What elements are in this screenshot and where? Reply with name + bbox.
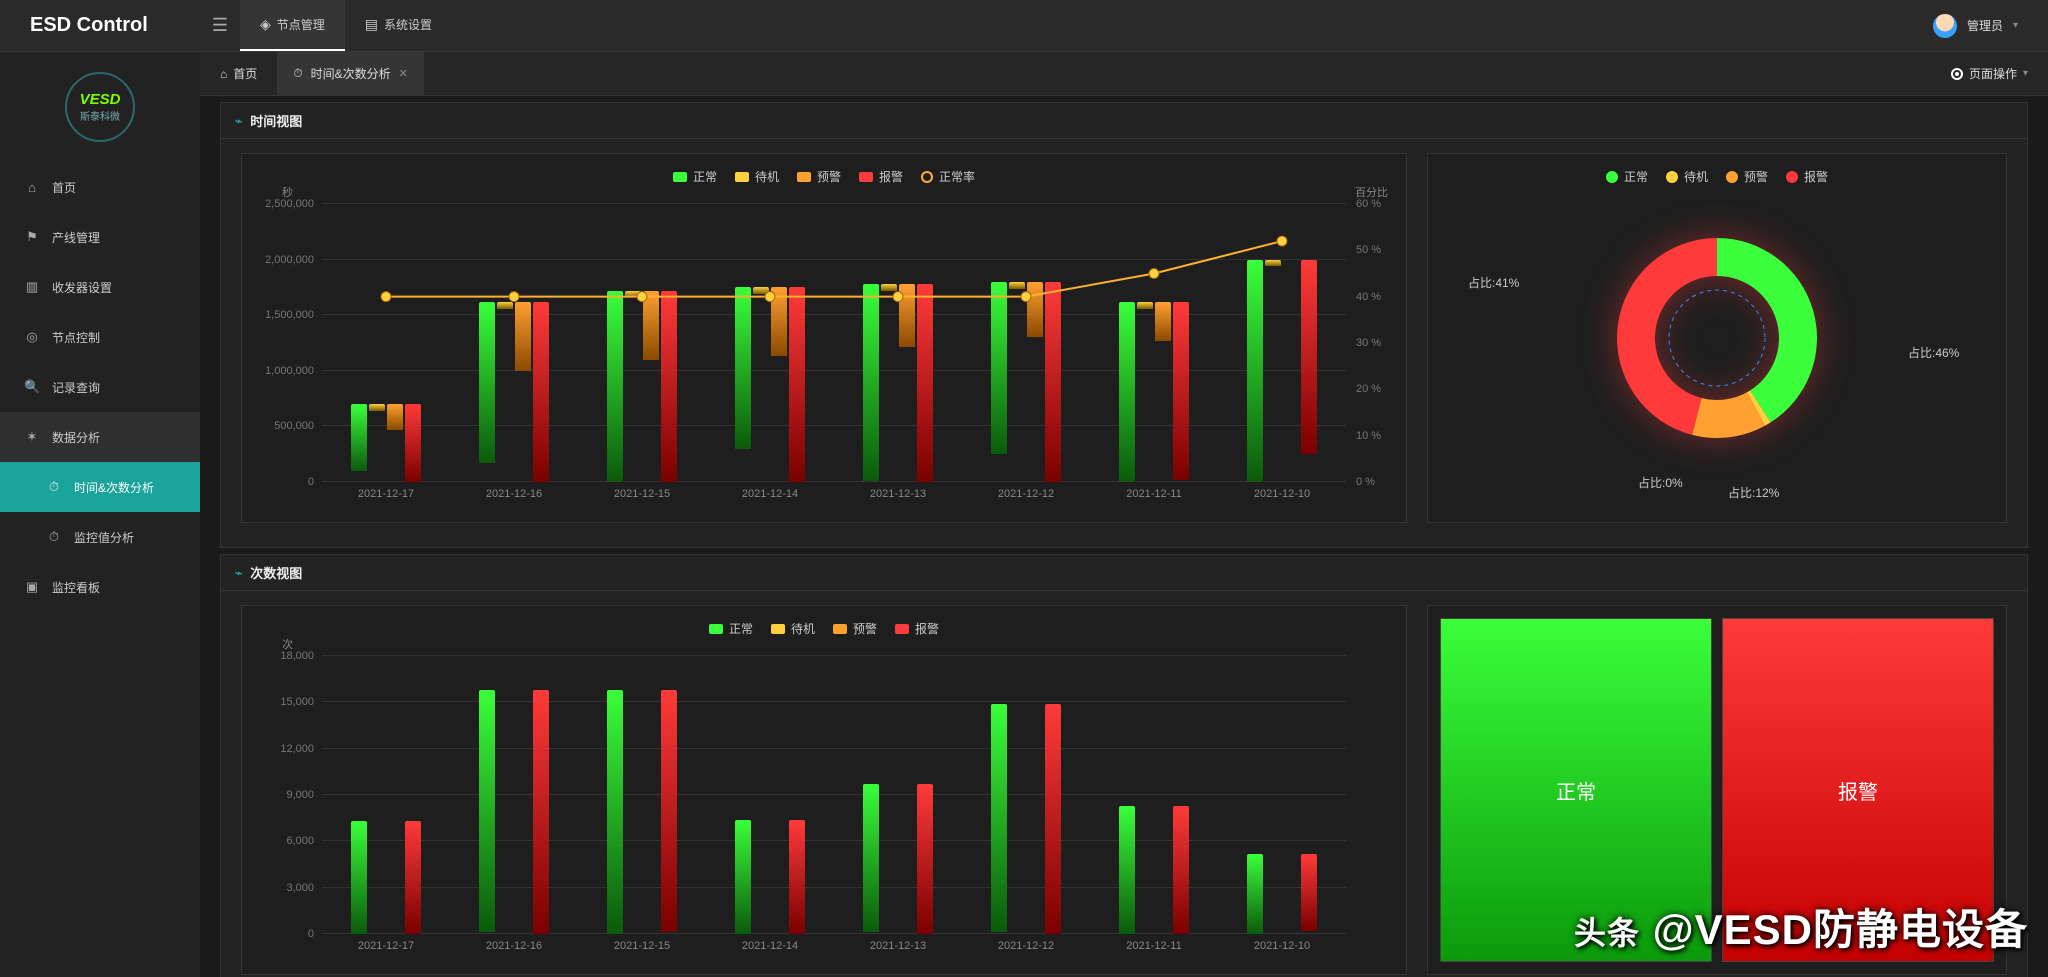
nav-time-count-analysis[interactable]: ⏱ 时间&次数分析 — [0, 462, 200, 512]
search-icon: 🔍 — [24, 379, 40, 395]
brand-text-2: 斯泰科微 — [80, 108, 120, 123]
nav-label: 时间&次数分析 — [74, 479, 154, 496]
nav-data-analysis[interactable]: ✶ 数据分析 — [0, 412, 200, 462]
nav-label: 监控看板 — [52, 579, 100, 596]
subheader: ⌂ 首页 ⏱ 时间&次数分析 ✕ 页面操作 ▾ — [200, 52, 2048, 96]
top-tab-label: 节点管理 — [277, 16, 325, 33]
user-menu[interactable]: 管理员 ▾ — [1933, 14, 2048, 38]
target-icon: ◎ — [24, 329, 40, 345]
status-blocks: 正常 报警 — [1427, 605, 2007, 975]
content-tab[interactable]: ⏱ 时间&次数分析 ✕ — [277, 52, 424, 95]
breadcrumb-label: 首页 — [233, 65, 257, 82]
block-label: 正常 — [1556, 776, 1596, 805]
menu-toggle-icon[interactable]: ☰ — [200, 15, 240, 36]
top-tab-label: 系统设置 — [384, 16, 432, 33]
page-actions[interactable]: 页面操作 ▾ — [1951, 65, 2048, 82]
top-tab-node-manage[interactable]: ◈ 节点管理 — [240, 0, 345, 51]
avatar-icon — [1933, 14, 1957, 38]
sidebar: VESD 斯泰科微 ⌂ 首页 ⚑ 产线管理 ▥ 收发器设置 ◎ 节点控制 🔍 记录查询 ✶… — [0, 52, 200, 977]
time-bar-chart: 正常待机预警报警正常率秒百分比2,500,0002,000,0001,500,0… — [241, 153, 1407, 523]
nav-label: 收发器设置 — [52, 279, 112, 296]
count-bar-chart: 正常待机预警报警次18,00015,00012,0009,0006,0003,0… — [241, 605, 1407, 975]
nav-monitor-board[interactable]: ▣ 监控看板 — [0, 562, 200, 612]
settings-icon: ▤ — [365, 16, 378, 33]
block-label: 报警 — [1838, 776, 1878, 805]
chevron-down-icon: ▾ — [2023, 68, 2028, 79]
clock-icon: ⏱ — [46, 479, 62, 495]
clock-icon: ⏱ — [46, 529, 62, 545]
panel-count-view: ⌁ 次数视图 正常待机预警报警次18,00015,00012,0009,0006… — [220, 554, 2028, 977]
tag-icon: ◈ — [260, 16, 271, 33]
block-alarm: 报警 — [1722, 618, 1994, 962]
time-donut-chart: 正常待机预警报警占比:41%占比:0%占比:12%占比:46% — [1427, 153, 2007, 523]
device-icon: ▥ — [24, 279, 40, 295]
nav-home[interactable]: ⌂ 首页 — [0, 162, 200, 212]
nav: ⌂ 首页 ⚑ 产线管理 ▥ 收发器设置 ◎ 节点控制 🔍 记录查询 ✶ 数据分析 ⏱ 时间&次… — [0, 162, 200, 612]
nav-records[interactable]: 🔍 记录查询 — [0, 362, 200, 412]
user-label: 管理员 — [1967, 17, 2003, 34]
clock-icon: ⏱ — [293, 66, 302, 81]
nav-line-manage[interactable]: ⚑ 产线管理 — [0, 212, 200, 262]
page-action-label: 页面操作 — [1969, 65, 2017, 82]
nav-transceiver[interactable]: ▥ 收发器设置 — [0, 262, 200, 312]
pulse-icon: ⌁ — [235, 566, 242, 580]
nav-label: 产线管理 — [52, 229, 100, 246]
panel-title: 次数视图 — [250, 563, 302, 582]
nav-label: 节点控制 — [52, 329, 100, 346]
pulse-icon: ⌁ — [235, 114, 242, 128]
home-icon: ⌂ — [220, 67, 227, 81]
nav-label: 首页 — [52, 179, 76, 196]
home-icon: ⌂ — [24, 180, 40, 195]
nav-monitor-value-analysis[interactable]: ⏱ 监控值分析 — [0, 512, 200, 562]
monitor-icon: ▣ — [24, 579, 40, 595]
spark-icon: ✶ — [24, 429, 40, 445]
panel-time-view: ⌁ 时间视图 正常待机预警报警正常率秒百分比2,500,0002,000,000… — [220, 102, 2028, 548]
close-icon[interactable]: ✕ — [399, 67, 408, 80]
panel-title: 时间视图 — [250, 111, 302, 130]
nav-node-control[interactable]: ◎ 节点控制 — [0, 312, 200, 362]
app-title: ESD Control — [0, 14, 200, 37]
brand-logo: VESD 斯泰科微 — [0, 52, 200, 162]
nav-label: 监控值分析 — [74, 529, 134, 546]
block-normal: 正常 — [1440, 618, 1712, 962]
flag-icon: ⚑ — [24, 229, 40, 245]
top-tab-system-settings[interactable]: ▤ 系统设置 — [345, 0, 452, 51]
nav-label: 数据分析 — [52, 429, 100, 446]
top-tabs: ◈ 节点管理 ▤ 系统设置 — [240, 0, 452, 51]
radio-icon — [1951, 68, 1963, 80]
breadcrumb-home[interactable]: ⌂ 首页 — [200, 52, 277, 95]
chevron-down-icon: ▾ — [2013, 20, 2018, 31]
topbar: ESD Control ☰ ◈ 节点管理 ▤ 系统设置 管理员 ▾ — [0, 0, 2048, 52]
content-tab-label: 时间&次数分析 — [311, 65, 391, 82]
brand-text-1: VESD — [80, 91, 121, 108]
nav-label: 记录查询 — [52, 379, 100, 396]
